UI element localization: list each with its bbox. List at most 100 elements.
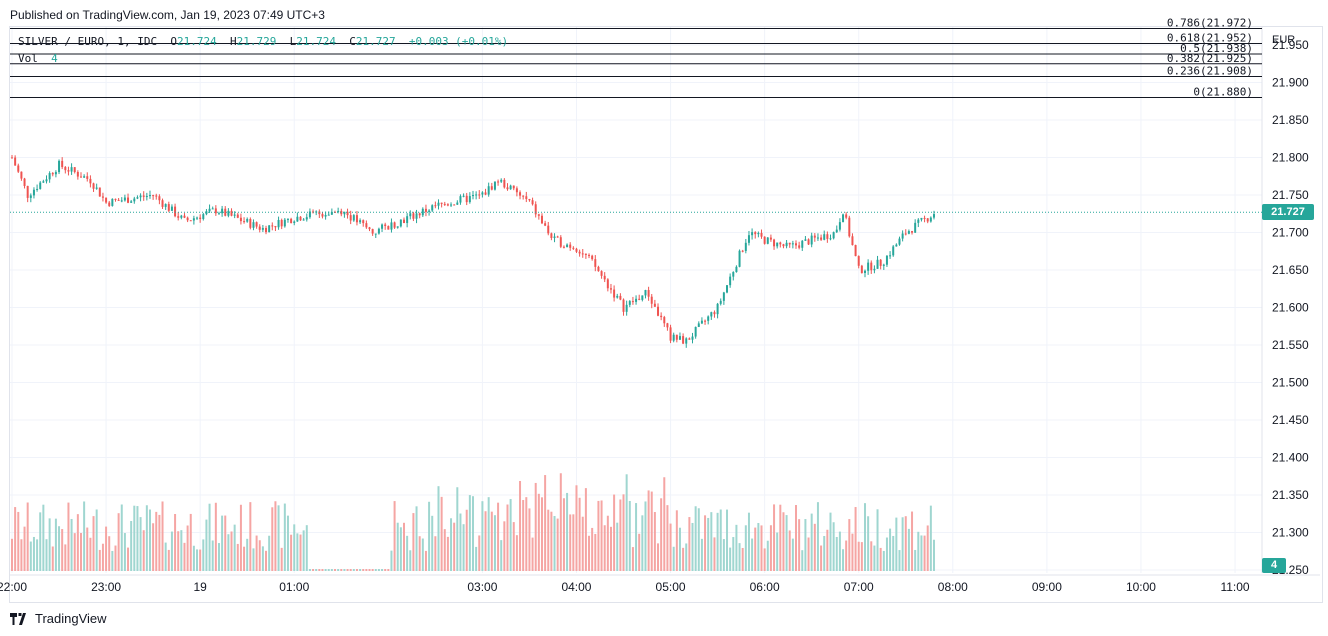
candle-body bbox=[434, 205, 437, 207]
y-tick-label: 21.300 bbox=[1272, 526, 1309, 540]
volume-bar bbox=[597, 500, 600, 571]
volume-bar bbox=[164, 542, 167, 571]
candle-body bbox=[265, 227, 268, 233]
volume-legend[interactable]: Vol 4 bbox=[18, 52, 58, 65]
candle-body bbox=[299, 216, 302, 221]
y-tick-label: 21.650 bbox=[1272, 263, 1309, 277]
volume-bar bbox=[58, 526, 61, 571]
volume-bar bbox=[136, 506, 139, 571]
volume-bar bbox=[776, 532, 779, 571]
fib-level-label: 0.786(21.972) bbox=[1167, 17, 1253, 30]
volume-bar bbox=[515, 535, 518, 571]
volume-bar bbox=[39, 512, 42, 571]
volume-bar bbox=[898, 550, 901, 571]
candle-body bbox=[359, 220, 362, 223]
volume-bar bbox=[845, 540, 848, 571]
candle-body bbox=[625, 304, 628, 312]
candle-body bbox=[829, 238, 832, 240]
volume-bar bbox=[79, 533, 82, 571]
candle-body bbox=[895, 244, 898, 247]
candle-body bbox=[619, 295, 622, 300]
volume-bar bbox=[669, 523, 672, 571]
candle-body bbox=[672, 334, 675, 341]
volume-bar bbox=[67, 502, 70, 571]
volume-bar bbox=[92, 516, 95, 571]
volume-bar bbox=[531, 537, 534, 571]
tradingview-brand[interactable]: TradingView bbox=[10, 611, 107, 626]
candle-body bbox=[227, 210, 230, 216]
volume-bar bbox=[293, 524, 296, 571]
volume-bar bbox=[23, 526, 26, 571]
candle-body bbox=[145, 196, 148, 198]
volume-bar bbox=[120, 504, 123, 571]
candle-body bbox=[440, 202, 443, 204]
volume-bar bbox=[641, 515, 644, 571]
volume-bar bbox=[393, 501, 396, 571]
volume-bar bbox=[666, 505, 669, 571]
candle-body bbox=[697, 323, 700, 327]
volume-bar bbox=[17, 511, 20, 571]
candle-body bbox=[362, 220, 365, 224]
candle-body bbox=[406, 216, 409, 224]
candle-body bbox=[785, 242, 788, 247]
candle-body bbox=[252, 222, 255, 228]
volume-bar bbox=[732, 537, 735, 571]
candle-body bbox=[217, 213, 220, 215]
volume-bar bbox=[603, 525, 606, 571]
symbol-legend[interactable]: SILVER / EURO, 1, IDC O21.724 H21.729 L2… bbox=[18, 35, 508, 48]
candle-body bbox=[305, 217, 308, 220]
volume-bar bbox=[826, 529, 829, 571]
candle-body bbox=[340, 210, 343, 215]
volume-bar bbox=[465, 509, 468, 571]
candle-body bbox=[42, 181, 45, 183]
candle-body bbox=[396, 226, 399, 228]
volume-bar bbox=[252, 548, 255, 571]
published-caption: Published on TradingView.com, Jan 19, 20… bbox=[10, 8, 325, 22]
currency-label[interactable]: EUR bbox=[1272, 34, 1296, 46]
volume-bar bbox=[14, 507, 17, 571]
candle-body bbox=[174, 206, 177, 217]
x-tick-label: 08:00 bbox=[938, 580, 968, 594]
candle-body bbox=[471, 194, 474, 197]
candle-body bbox=[280, 219, 283, 227]
volume-bar bbox=[801, 550, 804, 571]
volume-bar bbox=[685, 543, 688, 571]
volume-bar bbox=[823, 535, 826, 571]
candle-body bbox=[67, 170, 70, 172]
volume-bar bbox=[337, 569, 340, 571]
candle-body bbox=[17, 165, 20, 172]
candle-body bbox=[892, 246, 895, 256]
candle-body bbox=[92, 183, 95, 189]
symbol-title[interactable]: SILVER / EURO, 1, IDC bbox=[18, 35, 158, 48]
volume-bar bbox=[907, 528, 910, 571]
candle-body bbox=[867, 262, 870, 271]
volume-bar bbox=[83, 501, 86, 571]
volume-bar bbox=[340, 569, 343, 571]
volume-bar bbox=[838, 531, 841, 571]
volume-bar bbox=[876, 509, 879, 571]
chart-pane[interactable] bbox=[9, 26, 1323, 603]
candle-body bbox=[167, 204, 170, 211]
candle-body bbox=[609, 288, 612, 290]
volume-bar bbox=[700, 538, 703, 571]
candle-body bbox=[729, 276, 732, 286]
candle-body bbox=[239, 217, 242, 222]
volume-bar bbox=[283, 503, 286, 571]
candle-body bbox=[832, 232, 835, 239]
candle-body bbox=[644, 290, 647, 296]
candle-body bbox=[456, 202, 459, 205]
volume-bar bbox=[64, 544, 67, 571]
volume-bar bbox=[682, 547, 685, 571]
candle-body bbox=[562, 246, 565, 248]
volume-bar bbox=[798, 519, 801, 571]
candle-body bbox=[459, 196, 462, 203]
candle-body bbox=[911, 231, 914, 233]
candle-body bbox=[403, 219, 405, 224]
candle-body bbox=[133, 198, 136, 202]
volume-bar bbox=[638, 533, 641, 571]
candle-body bbox=[352, 215, 355, 221]
candle-body bbox=[688, 338, 691, 340]
candle-body bbox=[820, 237, 823, 240]
candle-body bbox=[355, 215, 358, 223]
